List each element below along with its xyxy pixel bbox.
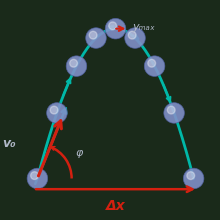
Text: yₘₐₓ: yₘₐₓ <box>133 22 156 31</box>
Circle shape <box>167 106 175 114</box>
Circle shape <box>31 172 38 180</box>
Text: φ: φ <box>76 148 83 158</box>
Circle shape <box>125 28 145 48</box>
Circle shape <box>144 56 165 76</box>
Circle shape <box>70 59 77 67</box>
Circle shape <box>109 22 117 30</box>
Circle shape <box>187 172 195 180</box>
Circle shape <box>27 168 48 189</box>
Circle shape <box>164 103 184 123</box>
Circle shape <box>105 18 126 39</box>
Text: v₀: v₀ <box>2 137 16 150</box>
Text: Δx: Δx <box>106 199 125 213</box>
Circle shape <box>47 103 67 123</box>
Circle shape <box>89 31 97 39</box>
Circle shape <box>66 56 87 76</box>
Circle shape <box>50 106 58 114</box>
Circle shape <box>148 59 156 67</box>
Circle shape <box>183 168 204 189</box>
Circle shape <box>86 28 106 48</box>
Circle shape <box>128 31 136 39</box>
